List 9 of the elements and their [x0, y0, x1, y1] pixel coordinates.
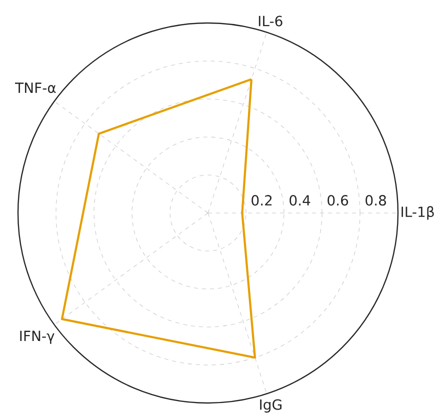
y-tick-label: 0.4 [290, 195, 310, 206]
spoke-label: IFN-γ [20, 330, 54, 344]
spoke-label: TNF-α [15, 82, 56, 94]
y-tick-label: 0.6 [328, 195, 348, 206]
spoke-label: IL-1β [402, 206, 434, 220]
y-tick-label: 0.8 [366, 195, 386, 206]
spoke-label: IL-6 [258, 16, 282, 26]
y-tick-label: 0.2 [252, 195, 272, 206]
spoke-label: IgG [260, 399, 282, 413]
